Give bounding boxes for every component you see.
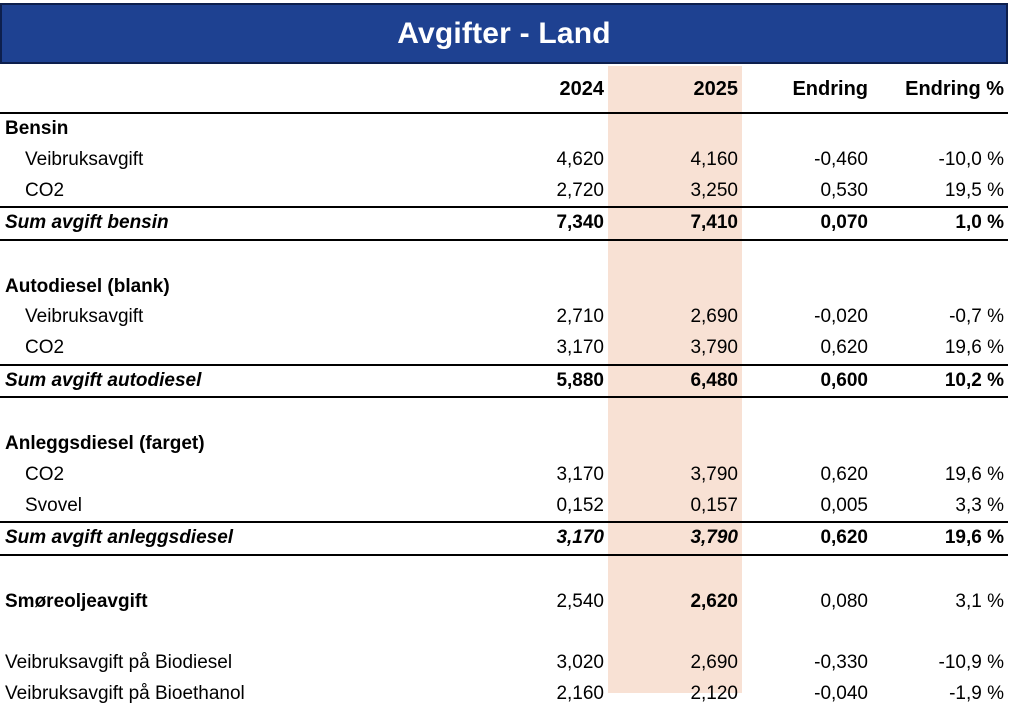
cell-2024: 2,710 — [556, 306, 604, 328]
spacer-row — [0, 240, 1008, 272]
cell-2025: 3,790 — [690, 463, 738, 485]
table-row: Veibruksavgift 2,710 2,690 -0,020 -0,7 % — [0, 302, 1008, 333]
cell-2025: 2,690 — [690, 652, 738, 674]
cell-2025: 3,790 — [690, 337, 738, 359]
cell-endring-pct: 1,0 % — [955, 212, 1004, 234]
cell-2024: 2,720 — [556, 179, 604, 201]
cell-2024: 2,160 — [556, 682, 604, 704]
table-row: CO2 3,170 3,790 0,620 19,6 % — [0, 333, 1008, 365]
section-row: Autodiesel (blank) — [0, 271, 1008, 302]
cell-endring: 0,620 — [820, 527, 868, 549]
cell-endring: 0,530 — [820, 179, 868, 201]
cell-endring-pct: 19,6 % — [944, 527, 1004, 549]
table-row: Veibruksavgift på Bioethanol 2,160 2,120… — [0, 678, 1008, 709]
spacer-row — [0, 617, 1008, 648]
cell-endring-pct: 10,2 % — [944, 369, 1004, 391]
page-title: Avgifter - Land — [397, 16, 611, 50]
cell-2025: 7,410 — [690, 212, 738, 234]
row-label: Veibruksavgift — [25, 149, 144, 171]
header-label-cell — [0, 66, 475, 113]
cell-2025: 2,690 — [690, 306, 738, 328]
title-bar: Avgifter - Land — [0, 3, 1008, 64]
sum-row: Sum avgift anleggsdiesel 3,170 3,790 0,6… — [0, 521, 1008, 555]
cell-2024: 3,170 — [556, 337, 604, 359]
cell-endring: 0,600 — [820, 369, 868, 391]
cell-2024: 3,020 — [556, 652, 604, 674]
row-label: Veibruksavgift på Bioethanol — [5, 682, 245, 704]
sum-label: Sum avgift anleggsdiesel — [5, 527, 234, 549]
row-label: Svovel — [25, 494, 83, 516]
cell-endring: 0,080 — [820, 590, 868, 612]
cell-endring-pct: -10,9 % — [938, 652, 1004, 674]
table-row: Veibruksavgift på Biodiesel 3,020 2,690 … — [0, 648, 1008, 679]
cell-endring: -0,460 — [814, 149, 868, 171]
cell-2024: 5,880 — [556, 369, 604, 391]
spacer-row — [0, 555, 1008, 587]
cell-endring-pct: 3,3 % — [955, 494, 1004, 516]
row-label: CO2 — [25, 337, 65, 359]
table-row: Veibruksavgift 4,620 4,160 -0,460 -10,0 … — [0, 145, 1008, 176]
row-label: Veibruksavgift på Biodiesel — [5, 652, 233, 674]
header-row: 2024 2025 Endring Endring % — [0, 66, 1008, 113]
table-row: Svovel 0,152 0,157 0,005 3,3 % — [0, 490, 1008, 522]
sum-label: Sum avgift bensin — [5, 212, 169, 234]
row-label: Smøreoljeavgift — [5, 590, 148, 612]
cell-2024: 4,620 — [556, 149, 604, 171]
cell-2025: 3,250 — [690, 179, 738, 201]
header-2025: 2025 — [693, 77, 739, 100]
table-row: CO2 3,170 3,790 0,620 19,6 % — [0, 460, 1008, 491]
section-label: Autodiesel (blank) — [5, 275, 170, 297]
cell-endring-pct: -10,0 % — [938, 149, 1004, 171]
cell-2024: 3,170 — [556, 527, 604, 549]
section-label: Bensin — [5, 118, 69, 140]
table-row: Smøreoljeavgift 2,540 2,620 0,080 3,1 % — [0, 586, 1008, 617]
highlight-column-2025 — [608, 66, 742, 693]
cell-endring: -0,020 — [814, 306, 868, 328]
section-row: Bensin — [0, 113, 1008, 145]
row-label: CO2 — [25, 463, 65, 485]
cell-2024: 2,540 — [556, 590, 604, 612]
cell-endring: 0,005 — [820, 494, 868, 516]
cell-endring: -0,040 — [814, 682, 868, 704]
sum-row: Sum avgift autodiesel 5,880 6,480 0,600 … — [0, 364, 1008, 398]
cell-2025: 2,620 — [690, 590, 738, 612]
cell-endring-pct: 19,6 % — [944, 337, 1004, 359]
sum-row: Sum avgift bensin 7,340 7,410 0,070 1,0 … — [0, 207, 1008, 240]
fee-table: 2024 2025 Endring Endring % Bensin Veibr… — [0, 66, 1008, 709]
row-label: Veibruksavgift — [25, 306, 144, 328]
cell-2024: 3,170 — [556, 463, 604, 485]
header-endring: Endring — [792, 77, 868, 100]
cell-2024: 7,340 — [556, 212, 604, 234]
section-row: Anleggsdiesel (farget) — [0, 429, 1008, 460]
header-2024: 2024 — [559, 77, 605, 100]
row-label: CO2 — [25, 179, 65, 201]
cell-endring-pct: 19,5 % — [944, 179, 1004, 201]
cell-endring: 0,070 — [820, 212, 868, 234]
sum-label: Sum avgift autodiesel — [5, 369, 202, 391]
cell-endring-pct: 19,6 % — [944, 463, 1004, 485]
cell-2024: 0,152 — [556, 494, 604, 516]
cell-endring-pct: -1,9 % — [949, 682, 1004, 704]
cell-endring: 0,620 — [820, 337, 868, 359]
section-label: Anleggsdiesel (farget) — [5, 433, 205, 455]
cell-2025: 2,120 — [690, 682, 738, 704]
cell-2025: 3,790 — [690, 527, 738, 549]
cell-endring-pct: 3,1 % — [955, 590, 1004, 612]
cell-2025: 4,160 — [690, 149, 738, 171]
table-row: CO2 2,720 3,250 0,530 19,5 % — [0, 175, 1008, 207]
cell-endring-pct: -0,7 % — [949, 306, 1004, 328]
spacer-row — [0, 397, 1008, 429]
cell-endring: -0,330 — [814, 652, 868, 674]
cell-endring: 0,620 — [820, 463, 868, 485]
header-endring-pct: Endring % — [905, 77, 1004, 100]
cell-2025: 6,480 — [690, 369, 738, 391]
cell-2025: 0,157 — [690, 494, 738, 516]
